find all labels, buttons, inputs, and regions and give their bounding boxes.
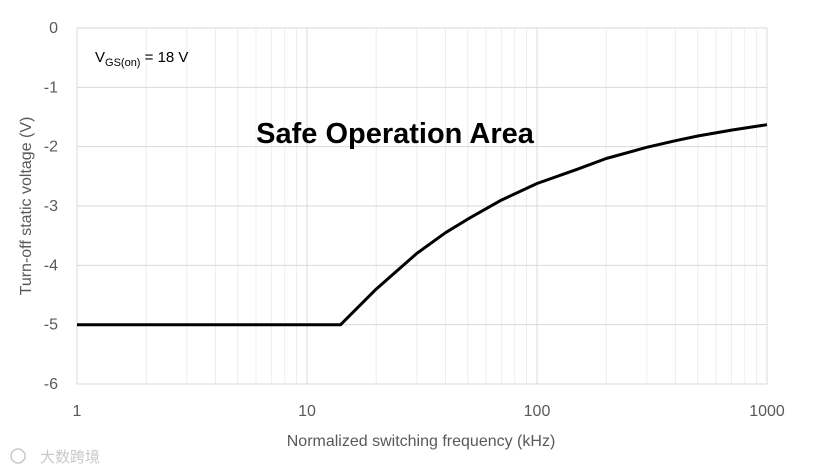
y-tick-label: -4 [44,257,58,274]
condition-annotation: VGS(on) = 18 V [95,49,188,69]
y-tick-labels: 0 -1 -2 -3 -4 -5 -6 [44,20,58,393]
x-tick-labels: 1 10 100 1000 [73,403,785,420]
x-tick-label: 1 [73,403,82,420]
watermark: 大数跨境 [10,448,100,466]
watermark-icon [10,448,26,464]
series-group [77,123,768,327]
x-axis-title: Normalized switching frequency (kHz) [287,433,556,450]
y-axis-title: Turn-off static voltage (V) [18,117,35,296]
x-tick-label: 100 [524,403,551,420]
region-label: Safe Operation Area [256,118,535,150]
watermark-text: 大数跨境 [40,448,100,466]
grid [76,27,768,385]
y-tick-label: -6 [44,376,58,393]
x-tick-label: 10 [298,403,316,420]
condition-rest: = 18 V [140,49,188,66]
y-tick-label: -3 [44,198,58,215]
y-tick-label: -5 [44,317,58,334]
y-tick-label: 0 [49,20,58,37]
y-tick-label: -2 [44,139,58,156]
series-line [77,123,768,327]
y-tick-label: -1 [44,79,58,96]
x-tick-label: 1000 [749,403,785,420]
condition-main: V [95,49,105,66]
condition-sub: GS(on) [105,57,140,69]
